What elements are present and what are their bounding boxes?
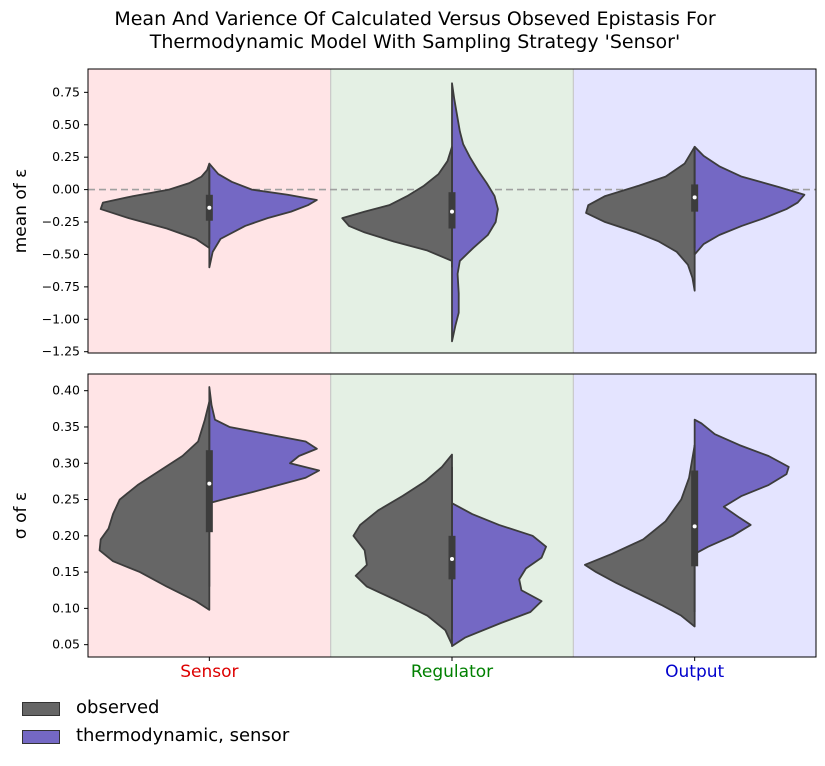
y-tick-label: 0.25 xyxy=(52,149,80,164)
violin-observed-output xyxy=(585,145,696,292)
x-tick-label-regulator: Regulator xyxy=(411,662,493,682)
violin-model-regulator xyxy=(451,502,547,648)
chart-title-line-1: Mean And Varience Of Calculated Versus O… xyxy=(114,8,716,30)
y-tick-label: 0.15 xyxy=(52,564,80,579)
box-iqr-sensor xyxy=(205,450,213,533)
violin-observed-regulator xyxy=(352,453,453,646)
violin-observed-regulator xyxy=(341,145,453,262)
y-tick-label: 0.00 xyxy=(52,182,80,197)
y-tick-label: 0.40 xyxy=(52,383,80,398)
y-tick-label: −0.75 xyxy=(42,279,80,294)
legend-label-observed: observed xyxy=(76,697,160,718)
violin-observed-output xyxy=(584,444,696,628)
box-median-output xyxy=(692,195,697,200)
violin-model-sensor xyxy=(208,386,320,505)
violin-observed-sensor xyxy=(98,400,211,611)
box-median-regulator xyxy=(450,557,454,562)
violin-model-sensor xyxy=(208,162,318,269)
panel-frame xyxy=(87,68,817,354)
y-tick-label: 0.50 xyxy=(52,117,80,132)
legend-swatch-observed xyxy=(22,702,60,716)
legend-swatch-model xyxy=(22,730,60,744)
y-tick-label: 0.25 xyxy=(52,492,80,507)
panel-1: −1.25 −1.00 −0.75 −0.50 −0.25 0.00 0.25 0.50 0.7… xyxy=(11,68,817,359)
y-tick-label: −1.25 xyxy=(42,344,80,359)
box-median-output xyxy=(692,524,697,529)
violin-model-regulator xyxy=(451,82,499,343)
y-axis-label: σ of ε xyxy=(11,492,31,539)
y-tick-label: 0.05 xyxy=(52,637,80,652)
y-axis-label: mean of ε xyxy=(11,169,31,254)
violin-observed-sensor xyxy=(99,162,211,249)
box-iqr-output xyxy=(691,470,699,567)
panel-2: 0.05 0.10 0.15 0.20 0.25 0.30 0.35 0.40 σ of ε xyxy=(11,373,817,658)
x-tick-label-output: Output xyxy=(665,662,724,682)
violin-figure: −1.25 −1.00 −0.75 −0.50 −0.25 0.00 0.25 0.50 0.7… xyxy=(11,68,817,682)
chart-title-line-2: Thermodynamic Model With Sampling Strate… xyxy=(149,31,681,53)
y-tick-label: 0.75 xyxy=(52,84,80,99)
box-median-regulator xyxy=(450,209,454,214)
y-tick-label: −0.25 xyxy=(42,214,80,229)
violin-model-output xyxy=(693,145,806,256)
legend-label-model: thermodynamic, sensor xyxy=(76,725,290,746)
violin-model-output xyxy=(693,418,790,555)
y-tick-label: 0.10 xyxy=(52,600,80,615)
y-tick-label: −1.00 xyxy=(42,311,80,326)
chart-title: Mean And Varience Of Calculated Versus O… xyxy=(0,8,825,54)
y-tick-label: −0.50 xyxy=(42,246,80,261)
y-tick-label: 0.30 xyxy=(52,455,80,470)
x-tick-label-sensor: Sensor xyxy=(180,662,238,682)
box-median-sensor xyxy=(207,205,212,210)
box-median-sensor xyxy=(207,481,212,486)
y-tick-label: 0.20 xyxy=(52,528,80,543)
y-tick-label: 0.35 xyxy=(52,419,80,434)
